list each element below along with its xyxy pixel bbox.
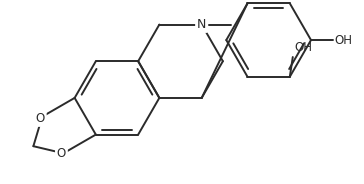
- Text: N: N: [197, 18, 206, 31]
- Text: OH: OH: [335, 33, 353, 47]
- Text: OH: OH: [295, 41, 313, 54]
- Text: O: O: [36, 112, 45, 125]
- Text: O: O: [57, 147, 66, 160]
